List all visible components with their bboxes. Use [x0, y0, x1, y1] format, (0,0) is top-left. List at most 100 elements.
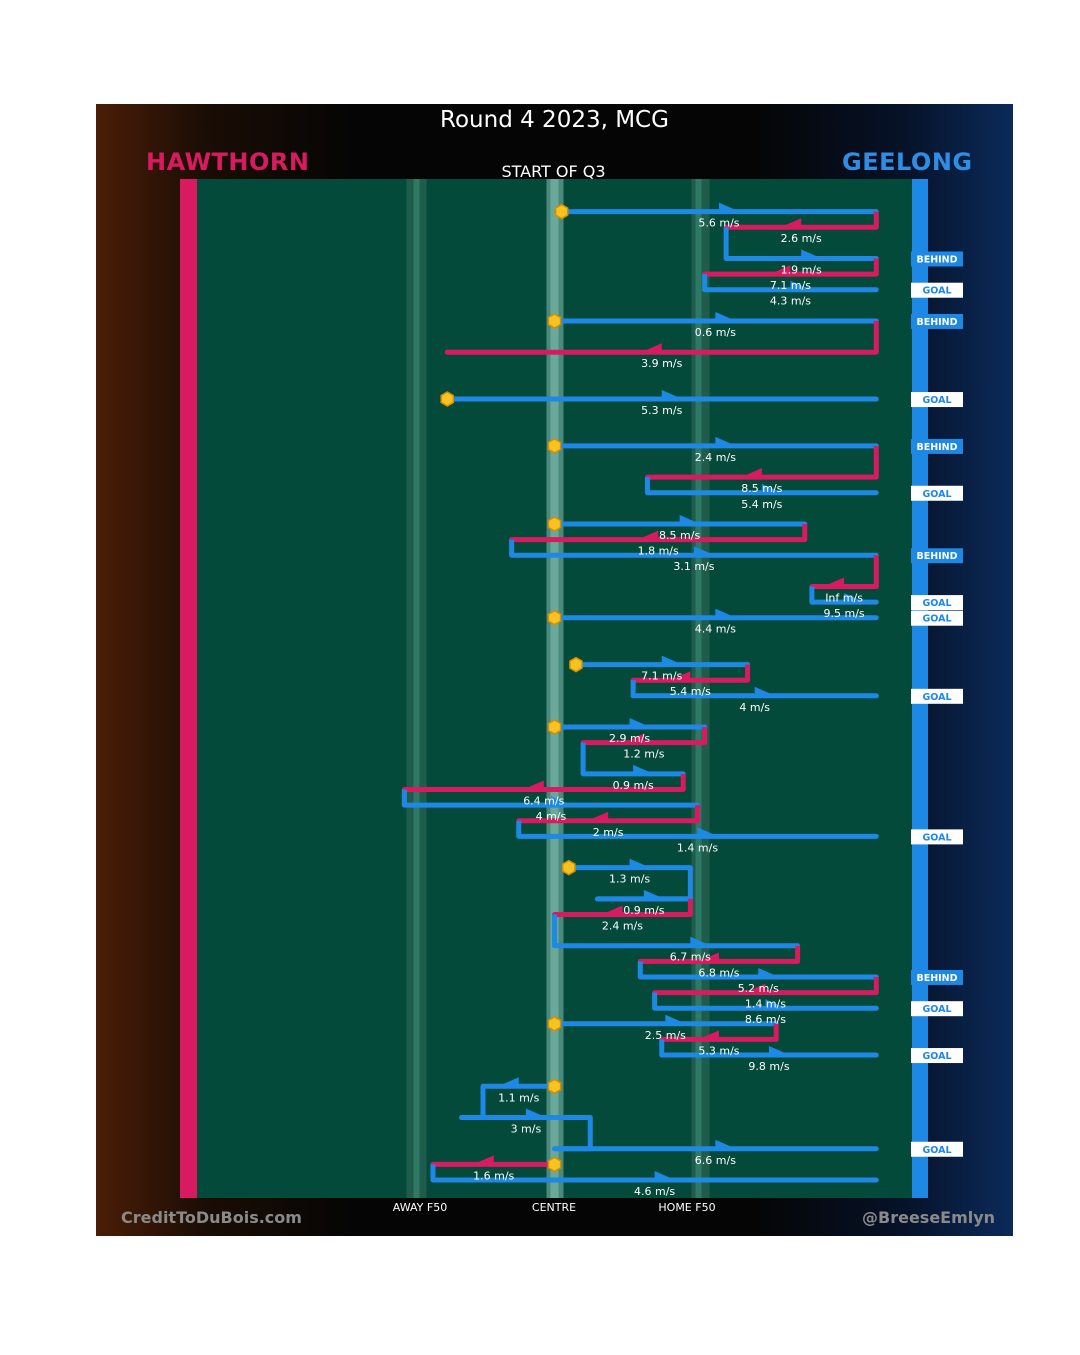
speed-label: 0.9 m/s [623, 904, 664, 917]
direction-arrow [642, 530, 659, 538]
direction-arrow [693, 546, 710, 554]
ball-marker [547, 438, 562, 454]
direction-arrow [629, 858, 646, 866]
speed-label: 7.1 m/s [770, 279, 811, 292]
direction-arrow [629, 718, 646, 726]
speed-label: 2.9 m/s [609, 732, 650, 745]
direction-arrow [525, 1108, 542, 1116]
direction-arrow [627, 733, 644, 741]
credit-handle: @BreeseEmlyn [862, 1208, 996, 1227]
result-label: GOAL [922, 1051, 951, 1062]
ball-marker [547, 719, 562, 735]
speed-label: 6.4 m/s [523, 795, 564, 808]
ball-marker [561, 859, 576, 876]
speed-label: 5.4 m/s [741, 498, 782, 511]
direction-arrow [550, 796, 567, 804]
result-badge [911, 485, 963, 501]
speed-label: 3.9 m/s [641, 357, 682, 370]
result-label: GOAL [922, 598, 951, 609]
ball-marker [547, 609, 562, 626]
direction-arrow [633, 764, 650, 772]
speed-label: 1.3 m/s [609, 873, 650, 886]
result-badge [911, 1141, 963, 1157]
direction-arrow [828, 577, 845, 585]
ball-marker [554, 203, 569, 220]
speed-label: 1.9 m/s [781, 263, 822, 276]
away-f50-line [413, 179, 420, 1198]
result-badge [911, 1048, 963, 1064]
result-badge [911, 595, 963, 611]
result-badge [911, 282, 963, 298]
chain-connector [552, 914, 584, 949]
direction-arrow [702, 1030, 719, 1038]
speed-label: 1.2 m/s [623, 748, 664, 761]
away-f50-label: AWAY F50 [392, 1201, 448, 1214]
direction-arrow [643, 889, 660, 897]
result-badge [911, 1001, 963, 1017]
result-label: BEHIND [916, 551, 957, 562]
direction-arrow [715, 1139, 732, 1147]
result-label: BEHIND [916, 973, 957, 984]
speed-label: 8.5 m/s [659, 529, 700, 542]
direction-arrow [697, 827, 714, 835]
result-label: GOAL [922, 286, 951, 297]
speed-label: Inf m/s [825, 591, 863, 604]
direction-arrow [765, 999, 782, 1007]
speed-label: 5.3 m/s [698, 1044, 739, 1057]
direction-arrow [769, 1046, 785, 1054]
away-team-label: GEELONG [842, 148, 973, 176]
result-label: GOAL [922, 614, 951, 625]
direction-arrow [606, 905, 623, 913]
speed-label: 1.4 m/s [677, 841, 718, 854]
direction-arrow [477, 1155, 494, 1163]
result-label: BEHIND [916, 442, 957, 453]
result-badge [911, 438, 963, 454]
direction-arrow [661, 390, 678, 398]
speed-label: 2.5 m/s [645, 1029, 686, 1042]
speed-label: 1.8 m/s [638, 545, 679, 558]
direction-arrow [690, 936, 707, 944]
direction-arrow [715, 311, 732, 319]
speed-label: 5.6 m/s [698, 217, 739, 230]
speed-label: 5.2 m/s [738, 982, 779, 995]
direction-arrow [715, 436, 732, 444]
result-badge [911, 688, 963, 704]
speed-label: 4.4 m/s [695, 623, 736, 636]
speed-label: 9.5 m/s [823, 607, 864, 620]
speed-label: 1.6 m/s [473, 1169, 514, 1182]
speed-label: 3 m/s [511, 1123, 542, 1136]
result-label: GOAL [922, 692, 951, 703]
result-badge [911, 548, 963, 564]
ball-marker [569, 656, 583, 673]
direction-arrow [674, 671, 691, 679]
result-label: BEHIND [916, 254, 957, 265]
direction-arrow [527, 780, 544, 788]
home-f50-line [695, 179, 702, 1198]
ball-marker [440, 391, 455, 407]
speed-label: 2.6 m/s [781, 232, 822, 245]
direction-arrow [785, 218, 802, 226]
speed-label: 8.6 m/s [745, 1013, 786, 1026]
speed-label: 4.6 m/s [634, 1185, 675, 1198]
result-label: GOAL [922, 395, 951, 406]
speed-label: 2 m/s [593, 826, 624, 839]
speed-label: 0.9 m/s [613, 779, 654, 792]
direction-arrow [801, 249, 818, 257]
speed-label: 4 m/s [739, 701, 770, 714]
speed-label: 6.8 m/s [698, 966, 739, 979]
ball-marker [547, 1078, 562, 1095]
speed-label: 7.1 m/s [641, 670, 682, 683]
speed-label: 4.3 m/s [770, 295, 811, 308]
direction-arrow [645, 343, 662, 351]
result-badge [911, 251, 963, 267]
quarter-label: START OF Q3 [501, 162, 606, 181]
speed-label: 9.8 m/s [748, 1060, 789, 1073]
direction-arrow [679, 515, 696, 522]
result-label: GOAL [922, 832, 951, 843]
direction-arrow [702, 952, 719, 960]
home-team-label: HAWTHORN [146, 148, 310, 176]
result-label: BEHIND [916, 317, 957, 328]
speed-label: 1.1 m/s [498, 1091, 539, 1104]
speed-label: 6.6 m/s [695, 1154, 736, 1167]
